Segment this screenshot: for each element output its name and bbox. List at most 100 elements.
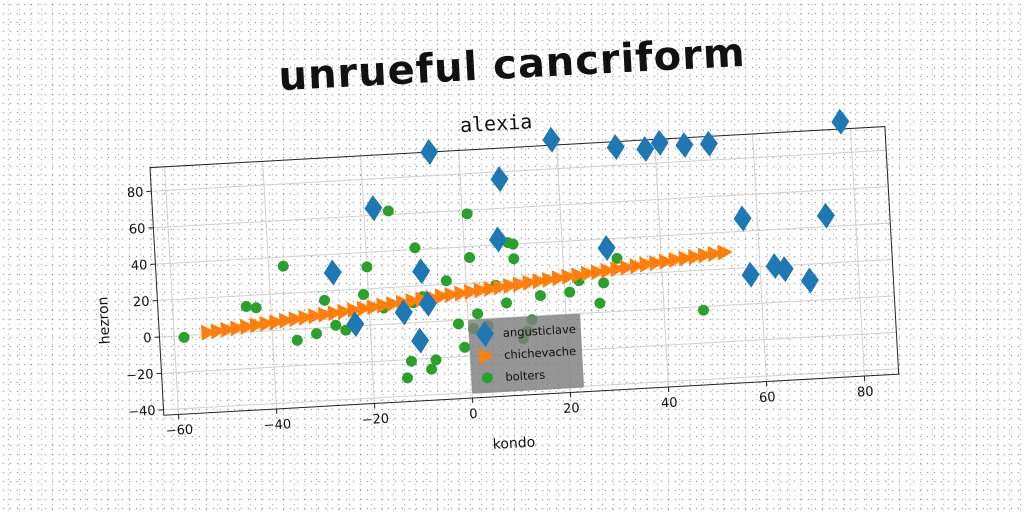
angusticlave-point — [418, 290, 437, 317]
legend-label-bolters: bolters — [505, 368, 546, 384]
bolters-point — [472, 308, 484, 320]
y-tick-label: 20 — [133, 295, 150, 311]
chichevache-point — [298, 309, 314, 326]
angusticlave-point — [800, 267, 819, 294]
bolters-point — [697, 304, 709, 316]
bolters-point — [598, 277, 610, 289]
x-tick-label: −60 — [165, 423, 193, 440]
legend-box — [468, 313, 584, 394]
chichevache-point — [356, 300, 373, 317]
angusticlave-point — [411, 327, 430, 354]
chichevache-point — [600, 262, 616, 279]
y-tick-label: 60 — [128, 222, 145, 238]
angusticlave-point — [831, 108, 850, 135]
chichevache-point — [473, 282, 490, 299]
bolters-point — [240, 301, 252, 313]
bolters-point — [250, 302, 262, 314]
x-grid-line — [458, 150, 473, 399]
legend-marker-angusticlave — [475, 320, 494, 347]
y-tick-label: 0 — [143, 331, 152, 346]
bolters-point — [277, 260, 289, 272]
x-tick-label: 40 — [661, 396, 678, 412]
angusticlave-point — [364, 195, 383, 222]
legend-label-chichevache: chichevache — [504, 344, 577, 362]
bolters-point — [611, 252, 623, 264]
x-axis-label: kondo — [492, 435, 535, 453]
chichevache-point — [278, 312, 295, 329]
angusticlave-point — [420, 139, 439, 166]
y-tick-label: 80 — [126, 185, 143, 201]
chichevache-point — [405, 293, 421, 310]
x-tick-label: 0 — [469, 407, 478, 422]
y-tick-label: −40 — [128, 404, 156, 421]
chichevache-point — [317, 306, 334, 323]
chichevache-point — [249, 317, 266, 334]
bolters-point — [311, 328, 323, 340]
bolters-point — [405, 355, 417, 367]
angusticlave-point — [636, 136, 655, 163]
bolters-point — [361, 261, 373, 273]
x-tick-label: 20 — [563, 401, 580, 417]
legend-marker-bolters — [481, 372, 493, 384]
chichevache-point — [230, 320, 246, 337]
angusticlave-point — [346, 311, 365, 338]
bolters-point — [330, 319, 342, 331]
bolters-point — [291, 334, 303, 346]
plot-area-frame — [149, 126, 900, 416]
angusticlave-point — [606, 134, 625, 161]
x-grid-line — [164, 166, 180, 415]
chichevache-point — [454, 285, 470, 302]
chichevache-point — [561, 268, 577, 285]
x-grid-line — [360, 155, 376, 404]
bolters-point — [594, 297, 606, 309]
angusticlave-point — [699, 130, 718, 157]
chichevache-point — [308, 308, 324, 325]
chichevache-point — [376, 297, 392, 314]
legend-marker-chichevache — [478, 348, 495, 365]
angusticlave-point — [775, 256, 794, 283]
chichevache-point — [697, 247, 714, 264]
data-marks — [178, 108, 850, 384]
chichevache-point — [532, 273, 548, 290]
chichevache-point — [707, 246, 724, 263]
chichevache-point — [551, 270, 568, 287]
chichevache-point — [629, 258, 646, 275]
bolters-point — [178, 331, 190, 343]
chichevache-point — [541, 271, 558, 288]
x-grid-line — [850, 128, 865, 377]
chichevache-point — [327, 305, 344, 322]
bolters-point — [564, 286, 576, 298]
chichevache-point — [571, 267, 587, 284]
chichevache-point — [580, 265, 597, 282]
chichevache-point — [386, 296, 402, 313]
angusticlave-point — [490, 166, 509, 193]
bolters-point — [459, 341, 471, 353]
bolters-point — [500, 297, 512, 309]
bolters-point — [401, 372, 413, 384]
bolters-point — [508, 253, 520, 265]
chichevache-point — [210, 323, 227, 340]
bolters-point — [382, 205, 394, 217]
bolters-point — [453, 318, 465, 330]
angusticlave-point — [733, 205, 752, 232]
bolters-point — [358, 289, 370, 301]
chichevache-point — [649, 255, 665, 272]
chichevache-point — [717, 244, 733, 261]
x-tick-label: 80 — [857, 385, 874, 401]
scatter-chart: −60 −40 −20 0 20 40 60 80 −40 −20 0 20 40 60 80 alexia… — [95, 108, 900, 453]
chichevache-point — [259, 315, 275, 332]
chichevache-point — [434, 288, 451, 305]
y-grid-line — [151, 149, 887, 192]
angusticlave-point — [597, 235, 616, 262]
angusticlave-point — [323, 259, 342, 286]
bolters-point — [319, 294, 331, 306]
bolters-point — [430, 354, 442, 366]
x-tick-label: −40 — [263, 417, 291, 434]
chichevache-point — [590, 264, 607, 281]
angusticlave-point — [741, 261, 760, 288]
bolters-point — [507, 238, 519, 250]
chichevache-point — [522, 274, 538, 291]
angusticlave-point — [675, 132, 694, 159]
chichevache-point — [658, 253, 675, 270]
angusticlave-point — [412, 258, 431, 285]
